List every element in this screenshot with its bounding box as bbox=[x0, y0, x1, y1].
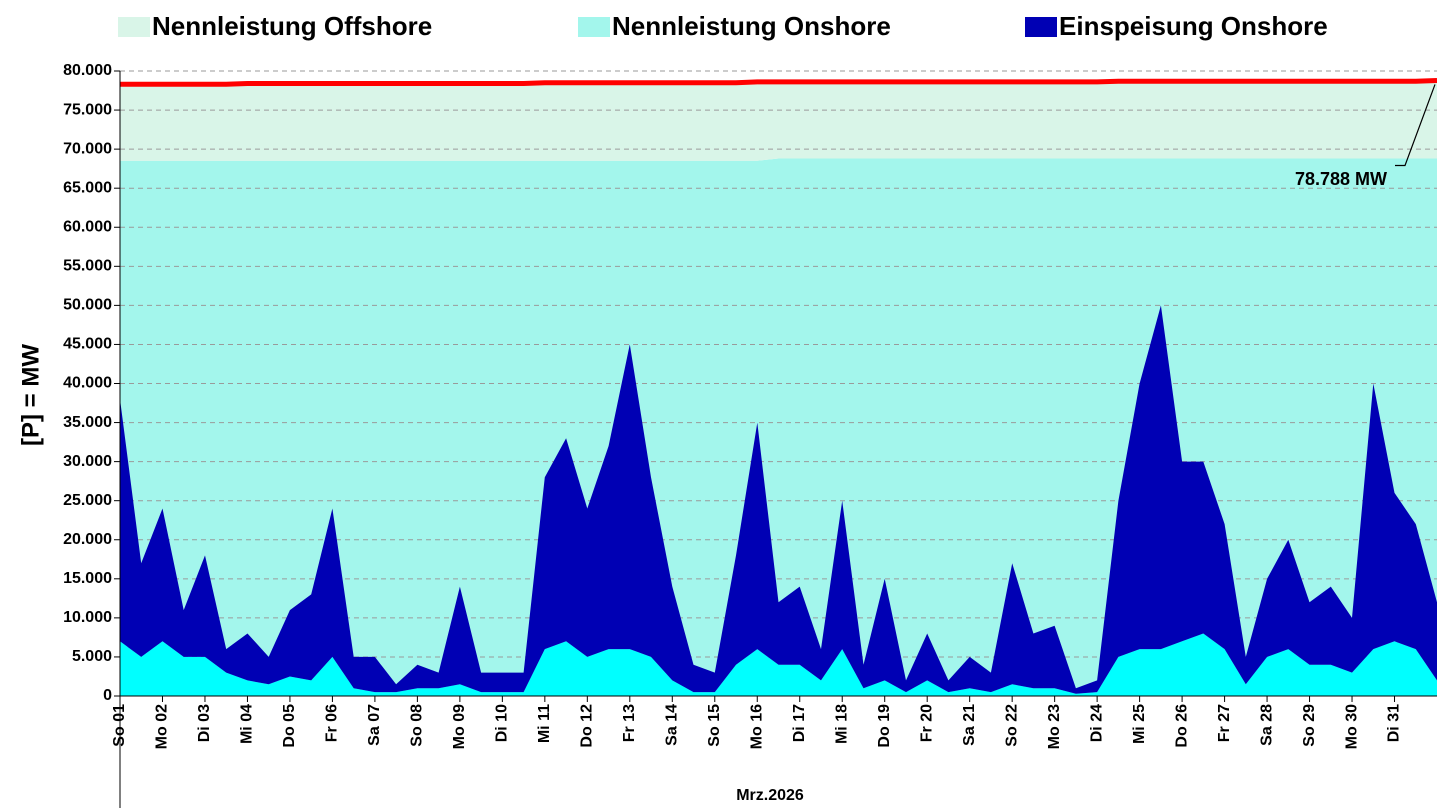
x-tick-label: Di 10 bbox=[494, 704, 511, 742]
x-tick-label: Fr 13 bbox=[621, 704, 638, 742]
y-tick-label: 5.000 bbox=[72, 648, 112, 665]
y-tick-label: 25.000 bbox=[63, 492, 112, 509]
x-tick-label: Do 12 bbox=[579, 704, 596, 748]
annotation: 78.788 MW bbox=[1295, 169, 1387, 189]
x-tick-label: Di 24 bbox=[1088, 704, 1105, 742]
x-tick-label: Mo 23 bbox=[1046, 704, 1063, 749]
x-tick-label: Di 17 bbox=[791, 704, 808, 742]
area bbox=[120, 305, 1437, 694]
y-tick-label: 30.000 bbox=[63, 453, 112, 470]
legend-swatch bbox=[578, 17, 610, 37]
y-axis-title: [P] = MW bbox=[17, 344, 44, 446]
y-tick-label: 65.000 bbox=[63, 179, 112, 196]
x-tick-label: Sa 14 bbox=[664, 704, 681, 746]
annotation-leader bbox=[1395, 84, 1436, 167]
legend-swatch bbox=[1025, 17, 1057, 37]
y-tick-label: 35.000 bbox=[63, 414, 112, 431]
x-tick-label: Mi 25 bbox=[1131, 704, 1148, 744]
x-tick-label: So 29 bbox=[1301, 704, 1318, 747]
x-tick-label: Do 19 bbox=[876, 704, 893, 748]
legend-label: Nennleistung Offshore bbox=[152, 11, 432, 41]
y-tick-label: 10.000 bbox=[63, 609, 112, 626]
x-tick-label: Di 03 bbox=[196, 704, 213, 742]
y-tick-label: 70.000 bbox=[63, 140, 112, 157]
x-tick-label: Mi 04 bbox=[239, 704, 256, 744]
legend-label: Nennleistung Onshore bbox=[612, 11, 891, 41]
x-tick-label: So 08 bbox=[409, 704, 426, 747]
x-tick-label: Do 05 bbox=[281, 704, 298, 748]
x-tick-label: Di 31 bbox=[1386, 704, 1403, 742]
y-tick-label: 15.000 bbox=[63, 570, 112, 587]
x-tick-label: Do 26 bbox=[1173, 704, 1190, 748]
y-tick-label: 80.000 bbox=[63, 62, 112, 79]
x-tick-label: So 22 bbox=[1003, 704, 1020, 747]
x-tick-label: Mo 09 bbox=[451, 704, 468, 749]
y-tick-label: 50.000 bbox=[63, 297, 112, 314]
y-tick-label: 0 bbox=[103, 687, 112, 704]
x-tick-label: Fr 06 bbox=[324, 704, 341, 742]
x-tick-label: Mo 16 bbox=[748, 704, 765, 749]
x-tick-label: Sa 28 bbox=[1258, 704, 1275, 746]
area bbox=[120, 81, 1437, 161]
y-tick-label: 60.000 bbox=[63, 218, 112, 235]
y-tick-label: 55.000 bbox=[63, 258, 112, 275]
area bbox=[120, 158, 1437, 696]
area bbox=[120, 633, 1437, 696]
x-tick-label: Fr 27 bbox=[1216, 704, 1233, 742]
y-tick-label: 75.000 bbox=[63, 101, 112, 118]
x-tick-label: So 01 bbox=[111, 704, 128, 747]
y-tick-label: 40.000 bbox=[63, 375, 112, 392]
x-tick-label: Sa 21 bbox=[961, 704, 978, 746]
y-tick-label: 20.000 bbox=[63, 531, 112, 548]
y-tick-label: 45.000 bbox=[63, 336, 112, 353]
legend-swatch bbox=[118, 17, 150, 37]
legend-label: Einspeisung Onshore bbox=[1059, 11, 1328, 41]
x-tick-label: So 15 bbox=[706, 704, 723, 747]
x-tick-label: Sa 07 bbox=[366, 704, 383, 746]
x-tick-label: Mo 30 bbox=[1343, 704, 1360, 749]
x-tick-label: Mi 11 bbox=[536, 704, 553, 743]
x-tick-label: Mo 02 bbox=[154, 704, 171, 749]
x-axis-title: Mrz.2026 bbox=[736, 787, 804, 804]
x-tick-label: Fr 20 bbox=[918, 704, 935, 742]
capacity-line bbox=[120, 78, 1437, 87]
x-tick-label: Mi 18 bbox=[833, 704, 850, 744]
